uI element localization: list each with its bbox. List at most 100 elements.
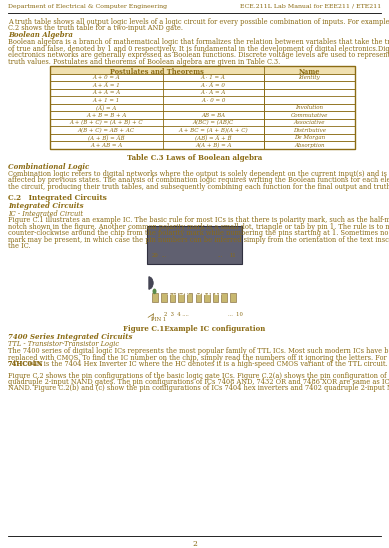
Bar — [50, 66, 355, 74]
Text: 2: 2 — [192, 540, 197, 548]
Bar — [50, 96, 355, 104]
Bar — [50, 111, 355, 119]
Text: A + AB = A: A + AB = A — [90, 142, 123, 148]
Text: A · 0 = 0: A · 0 = 0 — [201, 98, 225, 102]
Bar — [221, 293, 227, 302]
Text: Combinational Logic: Combinational Logic — [8, 163, 89, 171]
Text: 2  3  4 ....: 2 3 4 .... — [164, 312, 189, 317]
Text: ...: ... — [161, 253, 166, 258]
Text: affected by previous states. The analysis of combination logic requires writing : affected by previous states. The analysi… — [8, 176, 389, 185]
Bar — [170, 293, 175, 302]
Bar — [178, 293, 184, 302]
Text: Table C.3 Laws of Boolean algebra: Table C.3 Laws of Boolean algebra — [127, 154, 262, 162]
Text: notch shown in the figure. Another common polarity mark is a small dot, triangle: notch shown in the figure. Another commo… — [8, 223, 389, 231]
Bar — [50, 104, 355, 111]
Text: Distributive: Distributive — [293, 128, 326, 133]
Text: A · 1 = A: A · 1 = A — [201, 75, 226, 80]
Text: truth values. Postulates and theorems of Boolean algebra are given in Table C.3.: truth values. Postulates and theorems of… — [8, 58, 280, 66]
Text: Combination logic refers to digital networks where the output is solely dependen: Combination logic refers to digital netw… — [8, 170, 389, 178]
Text: A truth table shows all output logic levels of a logic circuit for every possibl: A truth table shows all output logic lev… — [8, 18, 389, 26]
Text: quadruple 2-input NAND gates. The pin configurations of ICs 7408 AND, 7432 OR an: quadruple 2-input NAND gates. The pin co… — [8, 378, 389, 386]
Bar — [50, 127, 355, 134]
Bar — [187, 293, 193, 302]
Text: A(BC) = (AB)C: A(BC) = (AB)C — [193, 120, 234, 125]
Bar — [213, 246, 218, 255]
Text: A(A + B) = A: A(A + B) = A — [195, 142, 231, 148]
Text: Boolean Algebra: Boolean Algebra — [8, 31, 73, 39]
Text: 74HC04N is the 7404 Hex Inverter IC where the HC denotes it is a high-speed CMOS: 74HC04N is the 7404 Hex Inverter IC wher… — [8, 360, 388, 368]
Text: 20: 20 — [152, 253, 158, 258]
Text: the IC.: the IC. — [8, 243, 31, 250]
Bar — [50, 82, 355, 89]
Text: (A̅)̅ = A: (A̅)̅ = A — [96, 105, 117, 111]
Bar — [152, 293, 158, 302]
Text: PIN 1: PIN 1 — [151, 317, 166, 322]
Text: ...: ... — [217, 253, 223, 258]
Text: A + 0 = A: A + 0 = A — [93, 75, 120, 80]
Bar — [50, 74, 355, 82]
Bar — [213, 293, 218, 302]
Text: replaced with CMOS. To find the IC number on the chip, simply read the numbers o: replaced with CMOS. To find the IC numbe… — [8, 353, 389, 362]
Bar — [50, 134, 355, 141]
Bar — [204, 246, 210, 255]
Text: Department of Electrical & Computer Engineering: Department of Electrical & Computer Engi… — [8, 4, 167, 9]
Text: Figure C.1Example IC configuration: Figure C.1Example IC configuration — [123, 325, 266, 333]
Text: AB = BA: AB = BA — [201, 113, 225, 118]
Text: A + A = A: A + A = A — [92, 90, 121, 95]
Circle shape — [152, 289, 156, 294]
Text: Absorption: Absorption — [294, 142, 324, 148]
Bar — [187, 246, 193, 255]
Text: C.2   Integrated Circuits: C.2 Integrated Circuits — [8, 195, 107, 203]
Text: counter-clockwise around the chip from the polarity mark while numbering the pin: counter-clockwise around the chip from t… — [8, 230, 389, 237]
Bar — [147, 226, 242, 264]
Text: of true and false, denoted by 1 and 0 respectively. It is fundamental in the dev: of true and false, denoted by 1 and 0 re… — [8, 44, 389, 53]
Text: C.2 shows the truth table for a two-input AND gate.: C.2 shows the truth table for a two-inpu… — [8, 25, 183, 32]
Text: ...  10: ... 10 — [228, 312, 243, 317]
Text: Postulates and Theorems: Postulates and Theorems — [110, 67, 204, 76]
Text: 74HC04N: 74HC04N — [8, 360, 44, 368]
Bar — [161, 293, 166, 302]
Bar — [204, 293, 210, 302]
Bar — [50, 66, 355, 149]
Text: A + BC = (A + B)(A + C): A + BC = (A + B)(A + C) — [179, 128, 248, 133]
Text: mark may be present, in which case the pin numbers can be inferred simply from t: mark may be present, in which case the p… — [8, 236, 389, 244]
Text: The 7400 series of digital logic ICs represents the most popular family of TTL I: The 7400 series of digital logic ICs rep… — [8, 347, 389, 355]
Text: 11: 11 — [230, 253, 236, 258]
Bar — [50, 119, 355, 127]
Text: Name: Name — [298, 67, 320, 76]
Text: Commutative: Commutative — [291, 113, 328, 118]
Text: Involution: Involution — [295, 105, 323, 110]
Bar — [196, 246, 201, 255]
Text: A + B = B + A: A + B = B + A — [86, 113, 126, 118]
Bar — [50, 89, 355, 96]
Bar — [221, 246, 227, 255]
Text: (AB)̅ = A̅ + B̅: (AB)̅ = A̅ + B̅ — [195, 135, 231, 141]
Text: ECE.211L Lab Manual for EEE211 / ETE211: ECE.211L Lab Manual for EEE211 / ETE211 — [240, 4, 381, 9]
Bar — [230, 246, 236, 255]
Bar — [152, 246, 158, 255]
Text: IC - Integrated Circuit: IC - Integrated Circuit — [8, 209, 83, 218]
Text: TTL - Transistor-Transistor Logic: TTL - Transistor-Transistor Logic — [8, 340, 119, 348]
Text: A + 1 = 1: A + 1 = 1 — [93, 98, 120, 102]
Text: Figure C.1 illustrates an example IC. The basic rule for most ICs is that there : Figure C.1 illustrates an example IC. Th… — [8, 216, 389, 225]
Wedge shape — [149, 277, 153, 289]
Text: De Morgan: De Morgan — [294, 135, 325, 140]
Text: 1337 OHAI: 1337 OHAI — [166, 288, 222, 296]
Bar — [161, 246, 166, 255]
Bar — [170, 246, 175, 255]
Text: Figure C.2 shows the pin configurations of the basic logic gate ICs. Figure C.2(: Figure C.2 shows the pin configurations … — [8, 372, 389, 380]
Bar — [178, 246, 184, 255]
Text: Associative: Associative — [293, 120, 325, 125]
Text: 7400 Series Integrated Circuits: 7400 Series Integrated Circuits — [8, 333, 133, 341]
Text: Identity: Identity — [298, 75, 320, 80]
Text: A(B + C) = AB + AC: A(B + C) = AB + AC — [78, 128, 135, 133]
Text: (A + B)̅ = A̅B̅: (A + B)̅ = A̅B̅ — [88, 135, 125, 141]
Bar — [196, 293, 201, 302]
Text: Integrated Circuits: Integrated Circuits — [8, 203, 84, 210]
Text: A · A̅ = 0: A · A̅ = 0 — [201, 83, 226, 88]
Text: NAND. Figure C.2(b) and (c) show the pin configurations of ICs 7404 hex inverter: NAND. Figure C.2(b) and (c) show the pin… — [8, 385, 389, 392]
Text: A + (B + C) = (A + B) + C: A + (B + C) = (A + B) + C — [70, 120, 143, 125]
Text: THX1138D: THX1138D — [166, 277, 222, 286]
Bar — [50, 141, 355, 149]
Text: the circuit, producing their truth tables, and subsequently combining each funct: the circuit, producing their truth table… — [8, 183, 389, 191]
